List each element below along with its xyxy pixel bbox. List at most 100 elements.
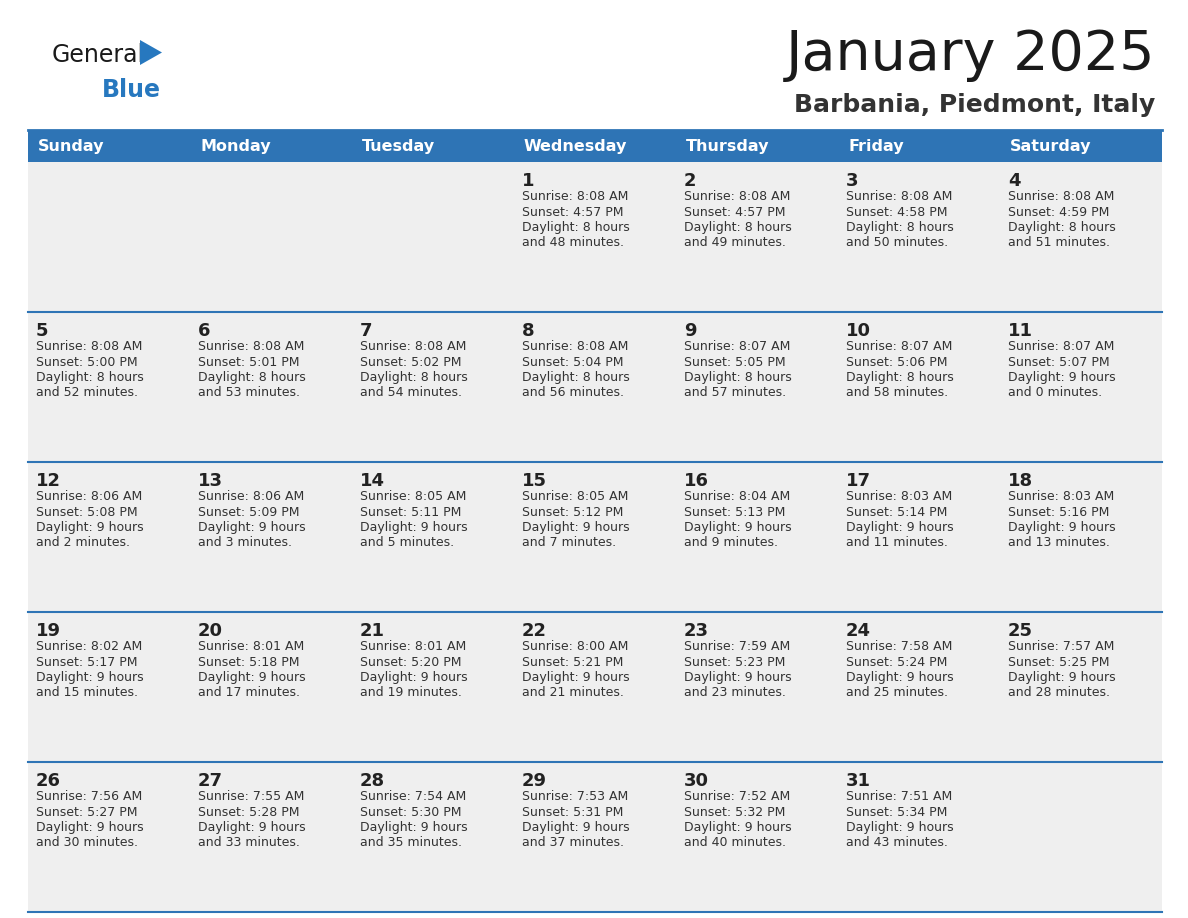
Bar [190,762,352,912]
Text: 4: 4 [1007,172,1020,190]
Bar [352,162,514,312]
Bar [352,130,514,162]
Text: and 30 minutes.: and 30 minutes. [36,836,138,849]
Bar [352,612,514,762]
Text: Daylight: 8 hours: Daylight: 8 hours [522,221,630,234]
Text: and 54 minutes.: and 54 minutes. [360,386,462,399]
Text: Daylight: 9 hours: Daylight: 9 hours [1007,371,1116,384]
Text: Daylight: 9 hours: Daylight: 9 hours [846,671,954,684]
Text: and 40 minutes.: and 40 minutes. [684,836,786,849]
Text: Blue: Blue [102,78,162,102]
Text: Daylight: 9 hours: Daylight: 9 hours [36,821,144,834]
Text: 5: 5 [36,322,49,340]
Text: and 48 minutes.: and 48 minutes. [522,237,624,250]
Text: and 2 minutes.: and 2 minutes. [36,536,129,550]
Text: Daylight: 9 hours: Daylight: 9 hours [198,821,305,834]
Text: General: General [52,43,145,67]
Text: and 33 minutes.: and 33 minutes. [198,836,299,849]
Text: 6: 6 [198,322,210,340]
Text: Wednesday: Wednesday [524,139,627,153]
Text: 2: 2 [684,172,696,190]
Text: Sunset: 5:17 PM: Sunset: 5:17 PM [36,655,138,668]
Text: Daylight: 9 hours: Daylight: 9 hours [846,821,954,834]
Text: Barbania, Piedmont, Italy: Barbania, Piedmont, Italy [794,93,1155,117]
Text: and 23 minutes.: and 23 minutes. [684,687,786,700]
Bar [514,462,676,612]
Text: Sunrise: 7:51 AM: Sunrise: 7:51 AM [846,790,953,803]
Text: 9: 9 [684,322,696,340]
Text: Sunset: 5:06 PM: Sunset: 5:06 PM [846,355,948,368]
Text: 3: 3 [846,172,859,190]
Text: and 56 minutes.: and 56 minutes. [522,386,624,399]
Text: Sunset: 5:14 PM: Sunset: 5:14 PM [846,506,947,519]
Bar [676,312,838,462]
Text: Daylight: 9 hours: Daylight: 9 hours [360,671,468,684]
Text: 8: 8 [522,322,535,340]
Polygon shape [140,40,162,65]
Bar [1000,762,1162,912]
Text: and 19 minutes.: and 19 minutes. [360,687,462,700]
Text: Sunrise: 8:08 AM: Sunrise: 8:08 AM [1007,190,1114,203]
Text: and 49 minutes.: and 49 minutes. [684,237,786,250]
Text: Sunset: 5:08 PM: Sunset: 5:08 PM [36,506,138,519]
Text: 18: 18 [1007,472,1034,490]
Bar [838,312,1000,462]
Text: Daylight: 8 hours: Daylight: 8 hours [846,221,954,234]
Text: Sunrise: 8:08 AM: Sunrise: 8:08 AM [522,190,628,203]
Text: Friday: Friday [848,139,904,153]
Text: and 51 minutes.: and 51 minutes. [1007,237,1110,250]
Text: Sunset: 5:31 PM: Sunset: 5:31 PM [522,805,624,819]
Text: Sunset: 5:34 PM: Sunset: 5:34 PM [846,805,947,819]
Text: Sunday: Sunday [38,139,105,153]
Text: Sunrise: 8:08 AM: Sunrise: 8:08 AM [198,340,304,353]
Text: Sunset: 5:07 PM: Sunset: 5:07 PM [1007,355,1110,368]
Text: 19: 19 [36,622,61,640]
Text: 27: 27 [198,772,223,790]
Text: Daylight: 9 hours: Daylight: 9 hours [36,671,144,684]
Text: Sunrise: 7:54 AM: Sunrise: 7:54 AM [360,790,466,803]
Text: and 3 minutes.: and 3 minutes. [198,536,292,550]
Bar [1000,130,1162,162]
Text: Sunrise: 7:55 AM: Sunrise: 7:55 AM [198,790,304,803]
Text: 30: 30 [684,772,709,790]
Text: 21: 21 [360,622,385,640]
Text: Sunrise: 8:01 AM: Sunrise: 8:01 AM [198,640,304,653]
Text: Daylight: 8 hours: Daylight: 8 hours [198,371,305,384]
Text: Saturday: Saturday [1010,139,1092,153]
Text: Daylight: 9 hours: Daylight: 9 hours [198,521,305,534]
Text: and 17 minutes.: and 17 minutes. [198,687,301,700]
Text: 17: 17 [846,472,871,490]
Text: Sunset: 5:32 PM: Sunset: 5:32 PM [684,805,785,819]
Bar [29,762,190,912]
Text: 11: 11 [1007,322,1034,340]
Text: Sunset: 5:04 PM: Sunset: 5:04 PM [522,355,624,368]
Text: 23: 23 [684,622,709,640]
Text: and 35 minutes.: and 35 minutes. [360,836,462,849]
Bar [838,462,1000,612]
Bar [1000,612,1162,762]
Text: Thursday: Thursday [685,139,770,153]
Text: Sunset: 5:30 PM: Sunset: 5:30 PM [360,805,461,819]
Bar [190,130,352,162]
Text: Sunrise: 8:06 AM: Sunrise: 8:06 AM [198,490,304,503]
Text: 13: 13 [198,472,223,490]
Bar [838,162,1000,312]
Text: Sunrise: 8:08 AM: Sunrise: 8:08 AM [522,340,628,353]
Text: Daylight: 8 hours: Daylight: 8 hours [360,371,468,384]
Text: Daylight: 8 hours: Daylight: 8 hours [1007,221,1116,234]
Text: 7: 7 [360,322,373,340]
Text: Sunset: 5:18 PM: Sunset: 5:18 PM [198,655,299,668]
Text: Sunset: 4:57 PM: Sunset: 4:57 PM [522,206,624,218]
Text: and 52 minutes.: and 52 minutes. [36,386,138,399]
Bar [514,130,676,162]
Text: Sunset: 5:20 PM: Sunset: 5:20 PM [360,655,461,668]
Text: Sunset: 5:21 PM: Sunset: 5:21 PM [522,655,624,668]
Bar [29,130,190,162]
Text: and 57 minutes.: and 57 minutes. [684,386,786,399]
Text: Sunset: 5:27 PM: Sunset: 5:27 PM [36,805,138,819]
Text: Sunrise: 7:53 AM: Sunrise: 7:53 AM [522,790,628,803]
Text: Daylight: 8 hours: Daylight: 8 hours [846,371,954,384]
Text: Daylight: 9 hours: Daylight: 9 hours [684,521,791,534]
Text: and 58 minutes.: and 58 minutes. [846,386,948,399]
Text: Tuesday: Tuesday [362,139,435,153]
